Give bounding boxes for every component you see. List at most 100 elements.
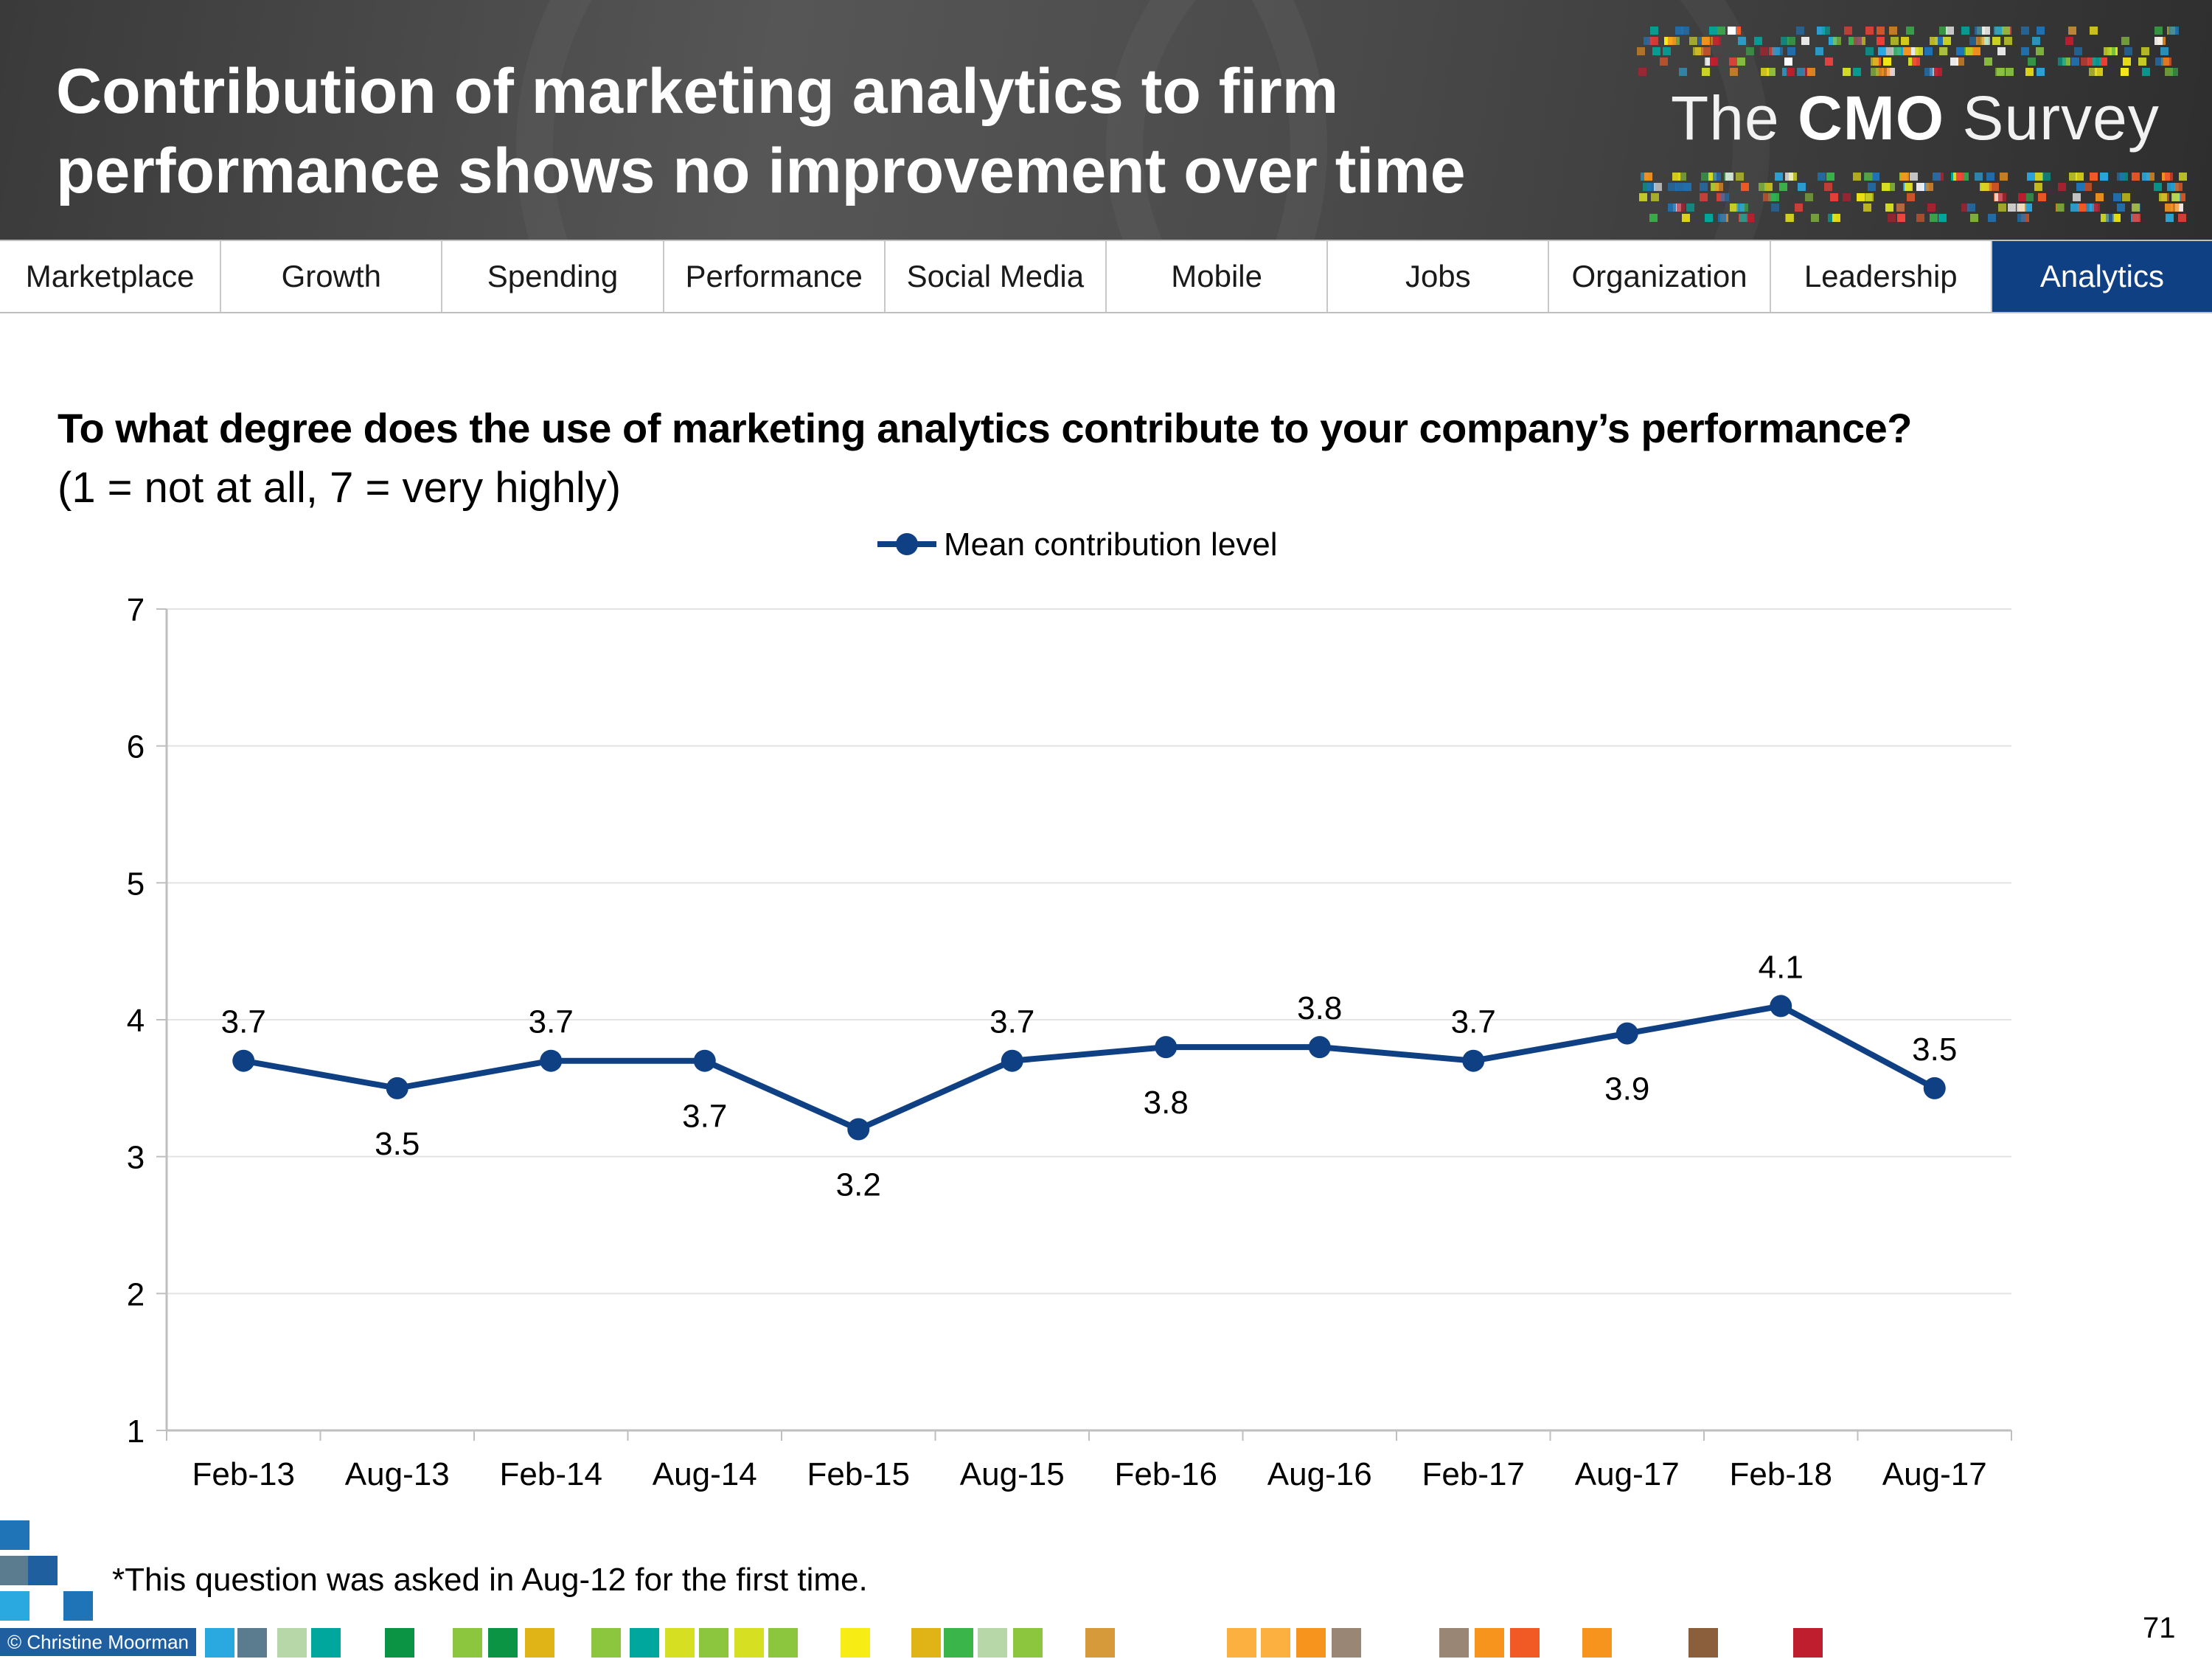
- logo-pixel: [1730, 68, 1738, 76]
- logo-pixel: [2117, 173, 2125, 181]
- logo-pixel: [1725, 173, 1733, 181]
- footer-square: [1296, 1628, 1326, 1658]
- footer-square: [591, 1628, 621, 1658]
- series-line: [243, 1003, 1936, 1133]
- logo-pixel: [1739, 214, 1747, 222]
- logo-pixel: [2168, 27, 2177, 35]
- tab-leadership[interactable]: Leadership: [1771, 241, 1992, 312]
- logo-pixel: [2113, 193, 2121, 201]
- logo-pixel: [1805, 193, 1813, 201]
- logo-pixel: [2000, 173, 2008, 181]
- logo-pixel: [1924, 47, 1933, 55]
- logo-pixel: [2028, 58, 2036, 66]
- logo-pixel: [2035, 173, 2043, 181]
- logo-pixel: [1784, 58, 1792, 66]
- logo-pixel: [1649, 214, 1658, 222]
- tab-mobile[interactable]: Mobile: [1107, 241, 1329, 312]
- footer-square: [1227, 1628, 1256, 1658]
- logo-pixel: [1975, 27, 1983, 35]
- logo-pixel: [1832, 214, 1840, 222]
- logo-pixel: [1775, 173, 1783, 181]
- logo-pixel: [2159, 193, 2167, 201]
- data-point: [1462, 1049, 1485, 1072]
- tab-organization[interactable]: Organization: [1549, 241, 1771, 312]
- logo-pixel: [2024, 204, 2032, 212]
- logo-pixel: [1930, 214, 1938, 222]
- logo-pixel: [1733, 27, 1741, 35]
- tab-performance[interactable]: Performance: [664, 241, 886, 312]
- x-tick-label: Feb-15: [807, 1456, 910, 1492]
- corner-square: [0, 1556, 29, 1585]
- data-label: 3.8: [1144, 1085, 1189, 1121]
- logo-pixel: [1853, 173, 1861, 181]
- logo-pixel: [1681, 27, 1689, 35]
- logo-pixel: [2076, 173, 2084, 181]
- tab-jobs[interactable]: Jobs: [1328, 241, 1550, 312]
- logo-pixel: [1785, 173, 1793, 181]
- logo-pixel: [1772, 47, 1780, 55]
- logo-pixel: [1728, 27, 1736, 35]
- line-chart: 1 2 3 4 5 6 7 Feb-13 Aug-13 Feb-14 Aug-14 Feb-15 Aug…: [127, 526, 2012, 1492]
- corner-square: [0, 1591, 29, 1621]
- logo-pixel: [1982, 37, 1990, 45]
- logo-pixel: [1709, 27, 1717, 35]
- logo-pixel: [1871, 58, 1879, 66]
- tab-spending[interactable]: Spending: [442, 241, 664, 312]
- logo-pixel: [1981, 183, 1989, 191]
- tab-social-media[interactable]: Social Media: [886, 241, 1107, 312]
- logo-pixel: [1683, 183, 1691, 191]
- copyright-label: © Christine Moorman: [0, 1628, 197, 1656]
- logo-pixel: [1746, 214, 1754, 222]
- footer-square: [1510, 1628, 1540, 1658]
- logo-pixel: [1759, 183, 1767, 191]
- footer-square: [944, 1628, 973, 1658]
- tab-growth[interactable]: Growth: [221, 241, 443, 312]
- logo-pixel: [2104, 47, 2112, 55]
- logo-pixel: [1878, 47, 1886, 55]
- data-label: 3.8: [1297, 990, 1342, 1026]
- logo-pixel: [2142, 68, 2150, 76]
- x-tick-label: Feb-17: [1422, 1456, 1525, 1492]
- logo-pixel: [2132, 173, 2140, 181]
- tab-marketplace[interactable]: Marketplace: [0, 241, 222, 312]
- logo-pixel: [1986, 173, 1994, 181]
- logo-pixel: [1998, 204, 2006, 212]
- logo-pixel: [2058, 183, 2066, 191]
- logo-pixel: [2021, 47, 2029, 55]
- logo-pixel: [2112, 214, 2121, 222]
- logo-pixel: [2068, 27, 2076, 35]
- logo-pixel: [1702, 68, 1710, 76]
- logo-pixel: [1882, 68, 1890, 76]
- data-point: [232, 1049, 255, 1072]
- logo-pixel: [1865, 27, 1874, 35]
- x-tick-label: Feb-13: [192, 1456, 295, 1492]
- logo-pixel: [1994, 27, 2002, 35]
- logo-pixel: [1982, 27, 1990, 35]
- logo-pixel: [1639, 193, 1647, 201]
- logo-pixel: [1975, 173, 1983, 181]
- logo-pixel: [2117, 204, 2125, 212]
- logo-pixel: [2174, 183, 2183, 191]
- logo-pixel: [1966, 47, 1974, 55]
- logo-pixel: [1818, 173, 1826, 181]
- data-label: 3.7: [1451, 1004, 1496, 1040]
- logo-pixel: [2074, 47, 2082, 55]
- logo-pixel: [2170, 68, 2178, 76]
- logo-pixel: [1998, 193, 2006, 201]
- data-point: [847, 1118, 870, 1141]
- logo-pixel: [2090, 173, 2098, 181]
- data-point: [1001, 1049, 1023, 1072]
- logo-pixel: [1737, 58, 1745, 66]
- footer-square: [385, 1628, 414, 1658]
- logo-pixel: [1896, 204, 1905, 212]
- logo-pixel: [1787, 37, 1795, 45]
- logo-pixel: [1946, 27, 1954, 35]
- logo-pixel: [1950, 58, 1958, 66]
- logo-pixel: [2166, 214, 2174, 222]
- logo-pixel: [1967, 204, 1975, 212]
- logo-pixel: [1715, 183, 1723, 191]
- logo-pixel: [1906, 27, 1914, 35]
- tab-analytics[interactable]: Analytics: [1992, 241, 2212, 312]
- data-label: 3.7: [529, 1004, 574, 1040]
- y-tick-label: 1: [127, 1413, 145, 1450]
